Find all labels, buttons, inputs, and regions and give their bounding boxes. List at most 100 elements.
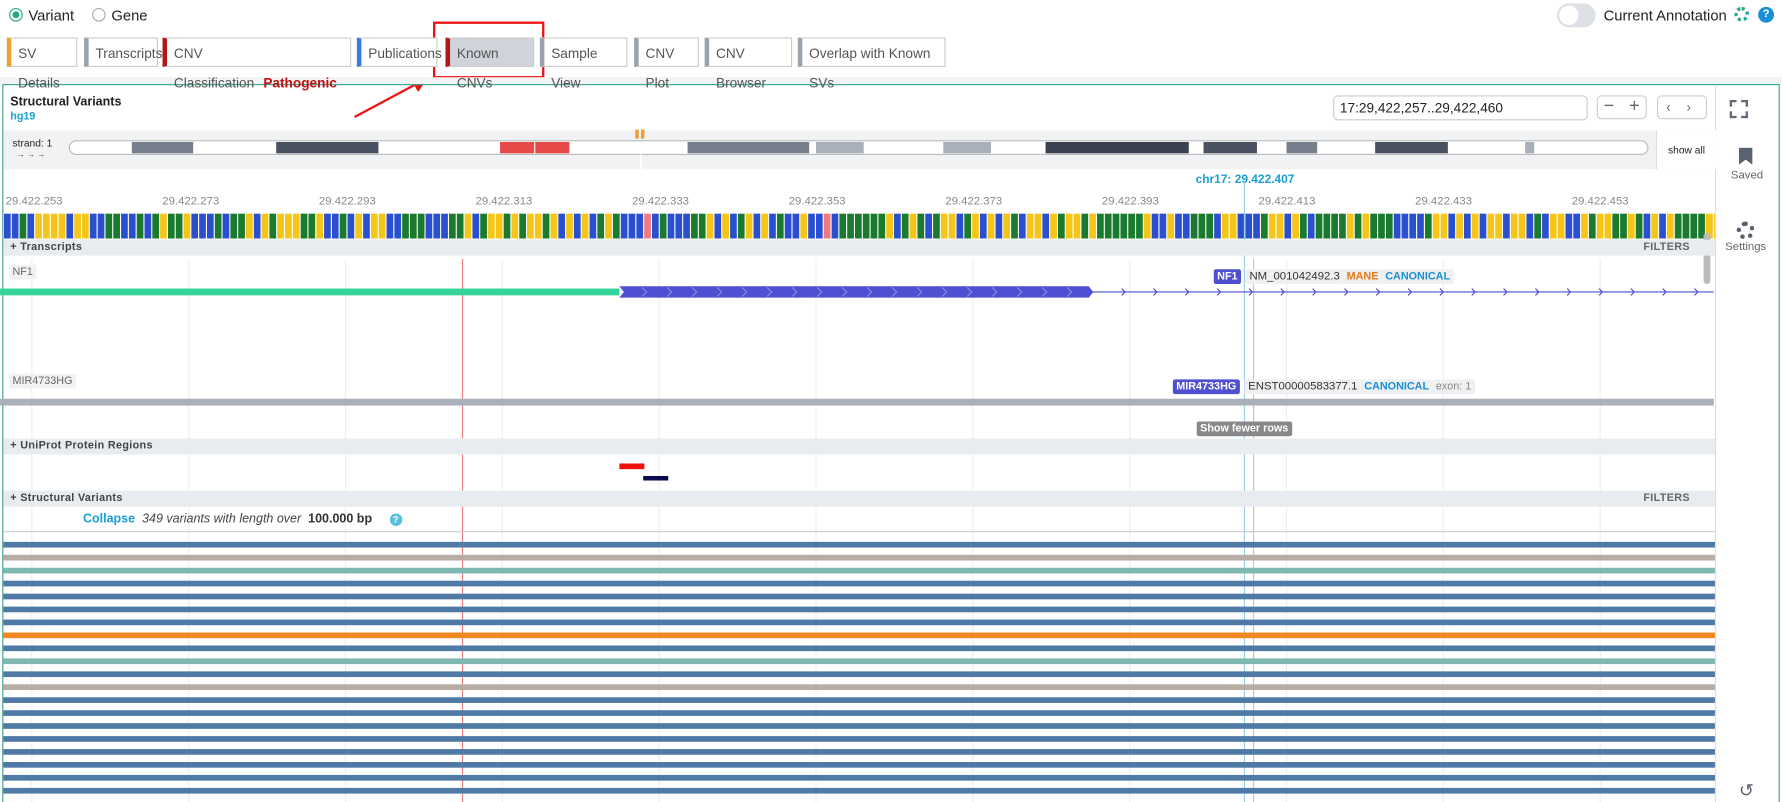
track-title: Structural Variants — [20, 491, 123, 505]
base — [839, 213, 847, 239]
radio-label[interactable]: Gene — [111, 6, 148, 24]
radio[interactable] — [92, 7, 106, 22]
base — [1323, 213, 1331, 239]
base — [1104, 213, 1112, 239]
sidebar-label[interactable]: Saved — [1730, 169, 1764, 182]
base — [1464, 213, 1471, 239]
base — [1050, 213, 1057, 239]
base — [652, 213, 659, 239]
reset-icon[interactable]: ↺ — [1738, 781, 1755, 801]
base — [1081, 213, 1089, 239]
radio[interactable] — [9, 7, 23, 22]
base — [433, 213, 441, 239]
badge: MANE — [1343, 269, 1382, 284]
transcript-id: ENST00000583377.1 — [1244, 379, 1361, 395]
base — [792, 213, 800, 239]
strand-chevron — [1280, 288, 1286, 296]
base — [370, 213, 378, 239]
radio-label[interactable]: Variant — [28, 6, 75, 24]
base — [691, 213, 698, 239]
toggle-label: Current Annotation — [1603, 6, 1727, 24]
base — [1362, 213, 1370, 239]
strand-chevron — [1694, 288, 1699, 296]
sv-row — [3, 606, 1715, 613]
show-fewer-button[interactable]: Show fewer rows — [1196, 421, 1292, 437]
fullscreen-icon[interactable] — [1729, 99, 1748, 119]
base — [175, 213, 183, 239]
base — [394, 213, 402, 239]
sidebar-border — [1714, 85, 1717, 802]
help-icon[interactable]: ? — [1758, 6, 1775, 23]
sidebar-label[interactable]: Settings — [1725, 240, 1767, 254]
filters-button[interactable]: FILTERS — [1643, 491, 1690, 505]
filters-button[interactable]: FILTERS — [1643, 240, 1690, 254]
tab[interactable]: CNV Plot — [634, 37, 699, 91]
base — [1510, 213, 1518, 239]
gene-tag: NF1 — [1213, 269, 1241, 284]
base — [128, 213, 136, 239]
band — [1203, 141, 1257, 154]
base — [144, 213, 152, 239]
ruler-label: 29.422.273 — [162, 195, 220, 208]
base — [1292, 213, 1299, 239]
settings-icon[interactable] — [1734, 6, 1750, 22]
separator — [0, 77, 1782, 85]
sv-row — [3, 762, 1715, 768]
locus-input[interactable]: 17:29,422,257..29,422,460 — [1333, 95, 1588, 121]
tracks-canvas — [0, 181, 1715, 802]
base — [11, 213, 19, 239]
ruler-label: 29.422.253 — [5, 195, 63, 208]
strand-chevron — [1407, 288, 1413, 296]
base — [1182, 213, 1190, 239]
show-all-button[interactable]: show all — [1655, 130, 1717, 170]
base — [667, 213, 675, 239]
tab[interactable]: Overlap with Known SVs — [797, 37, 946, 91]
base — [1206, 213, 1214, 239]
base — [1229, 213, 1237, 239]
tab[interactable]: CNV Browser — [704, 37, 793, 91]
base — [855, 213, 862, 239]
protein-region — [643, 475, 669, 481]
base — [1604, 213, 1612, 239]
base — [1026, 213, 1034, 239]
gene-label: MIR4733HG — [9, 373, 76, 389]
base — [745, 213, 753, 239]
tab[interactable]: Transcripts — [84, 37, 162, 68]
track-title: UniProt Protein Regions — [20, 439, 153, 453]
strand-arrows: → → → — [17, 151, 46, 160]
tab[interactable]: Sample View — [539, 37, 628, 91]
base — [1058, 213, 1065, 239]
strand-chevron — [1184, 288, 1190, 296]
collapse-button[interactable]: Collapse — [82, 512, 136, 526]
base — [987, 213, 995, 239]
strand-chevron — [1016, 287, 1023, 297]
toggle[interactable] — [1556, 3, 1596, 28]
tab[interactable]: SV Details — [6, 37, 78, 91]
strand-chevron — [1312, 288, 1317, 296]
zoom-buttons[interactable]: −+ — [1596, 95, 1647, 120]
settings-icon[interactable] — [1736, 221, 1755, 240]
base — [815, 213, 823, 239]
saved-icon[interactable] — [1738, 147, 1753, 165]
base — [261, 213, 269, 239]
base — [1526, 213, 1534, 239]
base — [909, 213, 917, 239]
ruler-label: 29.422.393 — [1101, 195, 1159, 208]
base — [300, 213, 308, 239]
sv-row — [3, 619, 1715, 626]
base — [1268, 213, 1276, 239]
pan-buttons[interactable]: ‹› — [1656, 95, 1707, 120]
strand-chevron — [1375, 288, 1381, 296]
exon — [619, 286, 1094, 298]
ruler-label: 29.422.433 — [1415, 195, 1473, 208]
tab[interactable]: Known CNVs — [445, 37, 535, 91]
base — [58, 213, 66, 239]
base — [1167, 213, 1175, 239]
base — [1393, 213, 1401, 239]
base — [1409, 213, 1417, 239]
tab[interactable]: Publications — [356, 37, 442, 68]
tab[interactable]: CNV Classification Pathogenic — [162, 37, 352, 91]
ruler-label: 29.422.373 — [945, 195, 1003, 208]
base — [1432, 213, 1440, 239]
base — [308, 213, 316, 239]
